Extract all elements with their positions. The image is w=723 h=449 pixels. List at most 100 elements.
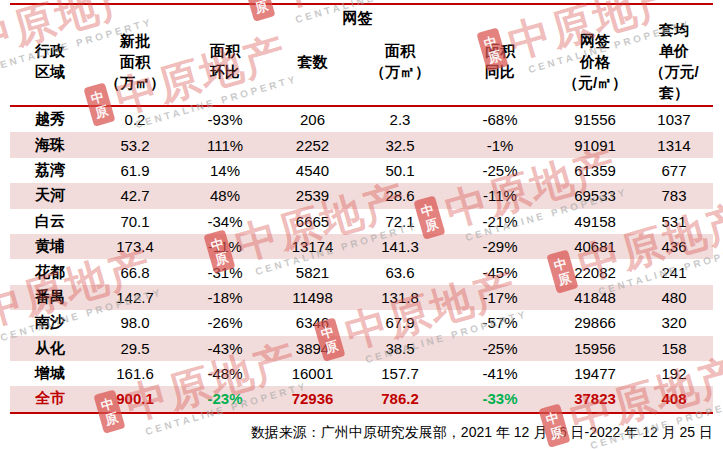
value-cell: 22082 (555, 259, 635, 284)
column-header-area-mom: 面积 环比 (180, 5, 270, 105)
table-row: 番禺142.7-18%11498131.8-17%41848480 (10, 285, 713, 310)
value-cell: -33% (445, 386, 555, 411)
value-cell: -11% (445, 183, 555, 208)
value-cell: -23% (180, 386, 270, 411)
value-cell: -57% (445, 310, 555, 335)
value-cell: 2.3 (355, 107, 445, 132)
value-cell: 142.7 (90, 285, 180, 310)
value-cell: 241 (635, 259, 713, 284)
table-header: 网签 行政 区域 新批 面积 （万㎡） 面积 环比 套数 面积 （万㎡） 面积 … (10, 5, 713, 105)
value-cell: 3894 (270, 336, 355, 361)
value-cell: -25% (445, 336, 555, 361)
district-cell: 全市 (10, 386, 90, 411)
value-cell: 192 (635, 361, 713, 386)
value-cell: 98.0 (90, 310, 180, 335)
value-cell: 6665 (270, 209, 355, 234)
value-cell: -93% (180, 107, 270, 132)
value-cell: -25% (445, 158, 555, 183)
value-cell: 15956 (555, 336, 635, 361)
value-cell: 111% (180, 132, 270, 157)
district-cell: 花都 (10, 259, 90, 284)
value-cell: 158 (635, 336, 713, 361)
table-row: 荔湾61.914%454050.1-25%61359677 (10, 158, 713, 183)
value-cell: 48% (180, 183, 270, 208)
value-cell: 42.7 (90, 183, 180, 208)
table-row: 增城161.6-48%16001157.7-41%19477192 (10, 361, 713, 386)
value-cell: -26% (180, 310, 270, 335)
value-cell: 28.6 (355, 183, 445, 208)
value-cell: 41848 (555, 285, 635, 310)
value-cell: 161.6 (90, 361, 180, 386)
value-cell: -48% (180, 361, 270, 386)
table-row: 天河42.748%253928.6-11%69533783 (10, 183, 713, 208)
district-cell: 从化 (10, 336, 90, 361)
value-cell: 50.1 (355, 158, 445, 183)
value-cell: -1% (445, 132, 555, 157)
group-header-wangqian: 网签 (270, 7, 445, 29)
value-cell: -43% (180, 336, 270, 361)
value-cell: 40681 (555, 234, 635, 259)
value-cell: -18% (180, 285, 270, 310)
value-cell: 16001 (270, 361, 355, 386)
value-cell: 2252 (270, 132, 355, 157)
table-row-total: 全市900.1-23%72936786.2-33%37823408 (10, 386, 713, 411)
value-cell: 61359 (555, 158, 635, 183)
column-header-district: 行政 区域 (10, 5, 90, 105)
value-cell: -17% (445, 285, 555, 310)
data-table: 网签 行政 区域 新批 面积 （万㎡） 面积 环比 套数 面积 （万㎡） 面积 … (10, 3, 713, 448)
value-cell: 5821 (270, 259, 355, 284)
value-cell: 14% (180, 158, 270, 183)
value-cell: -11% (180, 234, 270, 259)
value-cell: 91556 (555, 107, 635, 132)
column-header-area-yoy: 面积 同比 (445, 5, 555, 105)
table-row: 白云70.1-34%666572.1-21%49158531 (10, 209, 713, 234)
value-cell: 436 (635, 234, 713, 259)
table-row: 从化29.5-43%389438.5-25%15956158 (10, 336, 713, 361)
value-cell: 141.3 (355, 234, 445, 259)
value-cell: 900.1 (90, 386, 180, 411)
value-cell: 11498 (270, 285, 355, 310)
value-cell: 13174 (270, 234, 355, 259)
value-cell: 4540 (270, 158, 355, 183)
value-cell: -34% (180, 209, 270, 234)
district-cell: 南沙 (10, 310, 90, 335)
value-cell: 408 (635, 386, 713, 411)
value-cell: 0.2 (90, 107, 180, 132)
value-cell: 61.9 (90, 158, 180, 183)
district-cell: 越秀 (10, 107, 90, 132)
district-cell: 增城 (10, 361, 90, 386)
district-cell: 天河 (10, 183, 90, 208)
value-cell: 677 (635, 158, 713, 183)
value-cell: 72.1 (355, 209, 445, 234)
value-cell: -68% (445, 107, 555, 132)
value-cell: -31% (180, 259, 270, 284)
value-cell: 37823 (555, 386, 635, 411)
district-cell: 白云 (10, 209, 90, 234)
value-cell: 206 (270, 107, 355, 132)
table-row: 花都66.8-31%582163.6-45%22082241 (10, 259, 713, 284)
table-body: 越秀0.2-93%2062.3-68%915561037海珠53.2111%22… (10, 107, 713, 412)
table-row: 越秀0.2-93%2062.3-68%915561037 (10, 107, 713, 132)
value-cell: -29% (445, 234, 555, 259)
value-cell: 1037 (635, 107, 713, 132)
value-cell: 69533 (555, 183, 635, 208)
value-cell: 29.5 (90, 336, 180, 361)
value-cell: 67.9 (355, 310, 445, 335)
value-cell: -41% (445, 361, 555, 386)
value-cell: 131.8 (355, 285, 445, 310)
column-header-signed-price: 网签 价格 （元/㎡） (555, 5, 635, 105)
value-cell: 2539 (270, 183, 355, 208)
value-cell: 19477 (555, 361, 635, 386)
report-table-page: 网签 行政 区域 新批 面积 （万㎡） 面积 环比 套数 面积 （万㎡） 面积 … (0, 0, 723, 449)
value-cell: 66.8 (90, 259, 180, 284)
value-cell: 783 (635, 183, 713, 208)
value-cell: 320 (635, 310, 713, 335)
data-source-note: 数据来源：广州中原研究发展部，2021 年 12 月 26 日-2022 年 1… (10, 414, 713, 448)
value-cell: 32.5 (355, 132, 445, 157)
table-row: 南沙98.0-26%634667.9-57%29866320 (10, 310, 713, 335)
table-row: 黄埔173.4-11%13174141.3-29%40681436 (10, 234, 713, 259)
value-cell: 63.6 (355, 259, 445, 284)
value-cell: 6346 (270, 310, 355, 335)
district-cell: 荔湾 (10, 158, 90, 183)
column-header-new-approved-area: 新批 面积 （万㎡） (90, 5, 180, 105)
